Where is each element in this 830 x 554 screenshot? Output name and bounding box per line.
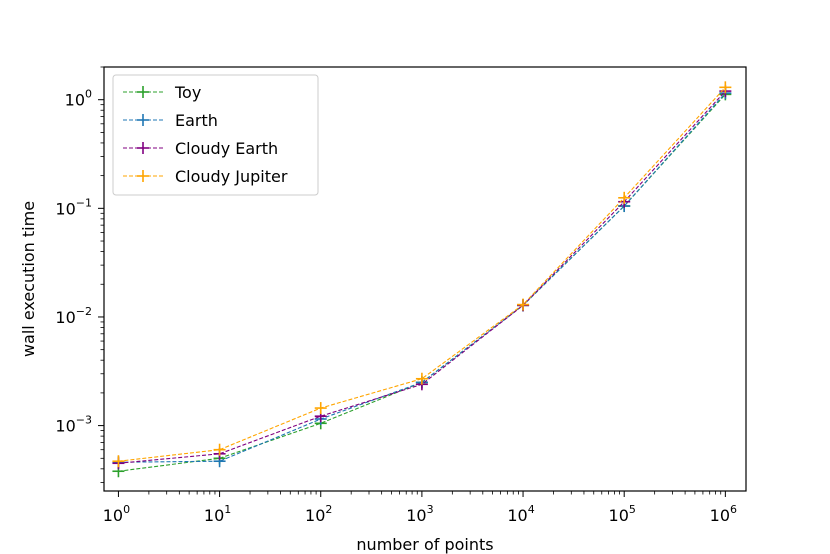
data-point-marker	[415, 372, 428, 385]
legend-marker	[137, 114, 149, 126]
y-tick-label: 10−3	[55, 414, 92, 436]
y-tick-label: 100	[65, 88, 92, 110]
legend-label: Earth	[175, 111, 218, 130]
x-tick-label: 104	[507, 503, 534, 525]
data-point-marker	[719, 81, 732, 94]
y-axis-label: wall execution time	[19, 201, 38, 357]
legend-item: Earth	[123, 111, 218, 130]
y-tick-label: 10−2	[55, 305, 92, 327]
legend-label: Cloudy Earth	[175, 139, 278, 158]
series-layer	[112, 81, 732, 478]
x-tick-label: 102	[305, 503, 332, 525]
data-point-marker	[618, 191, 631, 204]
x-tick-label: 100	[103, 503, 130, 525]
legend-marker	[137, 86, 149, 98]
y-tick-label: 10−1	[55, 196, 92, 218]
legend-item: Cloudy Earth	[123, 139, 278, 158]
data-point-marker	[112, 455, 125, 468]
legend: Toy Earth Cloudy Earth Cloudy Jupiter	[112, 74, 319, 196]
series-cloudy-jupiter	[112, 81, 732, 468]
legend-item: Toy	[123, 83, 201, 102]
legend-item: Cloudy Jupiter	[123, 167, 288, 186]
legend-box	[112, 74, 319, 196]
x-axis: 100 101 102 103 104 105 106	[103, 491, 737, 525]
x-axis-label: number of points	[356, 535, 493, 554]
data-point-marker	[314, 402, 327, 415]
x-tick-label: 101	[204, 503, 231, 525]
x-tick-label: 103	[406, 503, 433, 525]
data-point-marker	[213, 443, 226, 456]
legend-marker	[137, 170, 149, 182]
y-axis: 10−3 10−2 10−1 100	[55, 66, 104, 483]
data-point-marker	[517, 298, 530, 311]
legend-label: Toy	[174, 83, 201, 102]
legend-marker	[137, 142, 149, 154]
x-tick-label: 105	[609, 503, 636, 525]
plot-frame	[103, 66, 747, 492]
legend-label: Cloudy Jupiter	[175, 167, 288, 186]
x-tick-label: 106	[710, 503, 737, 525]
